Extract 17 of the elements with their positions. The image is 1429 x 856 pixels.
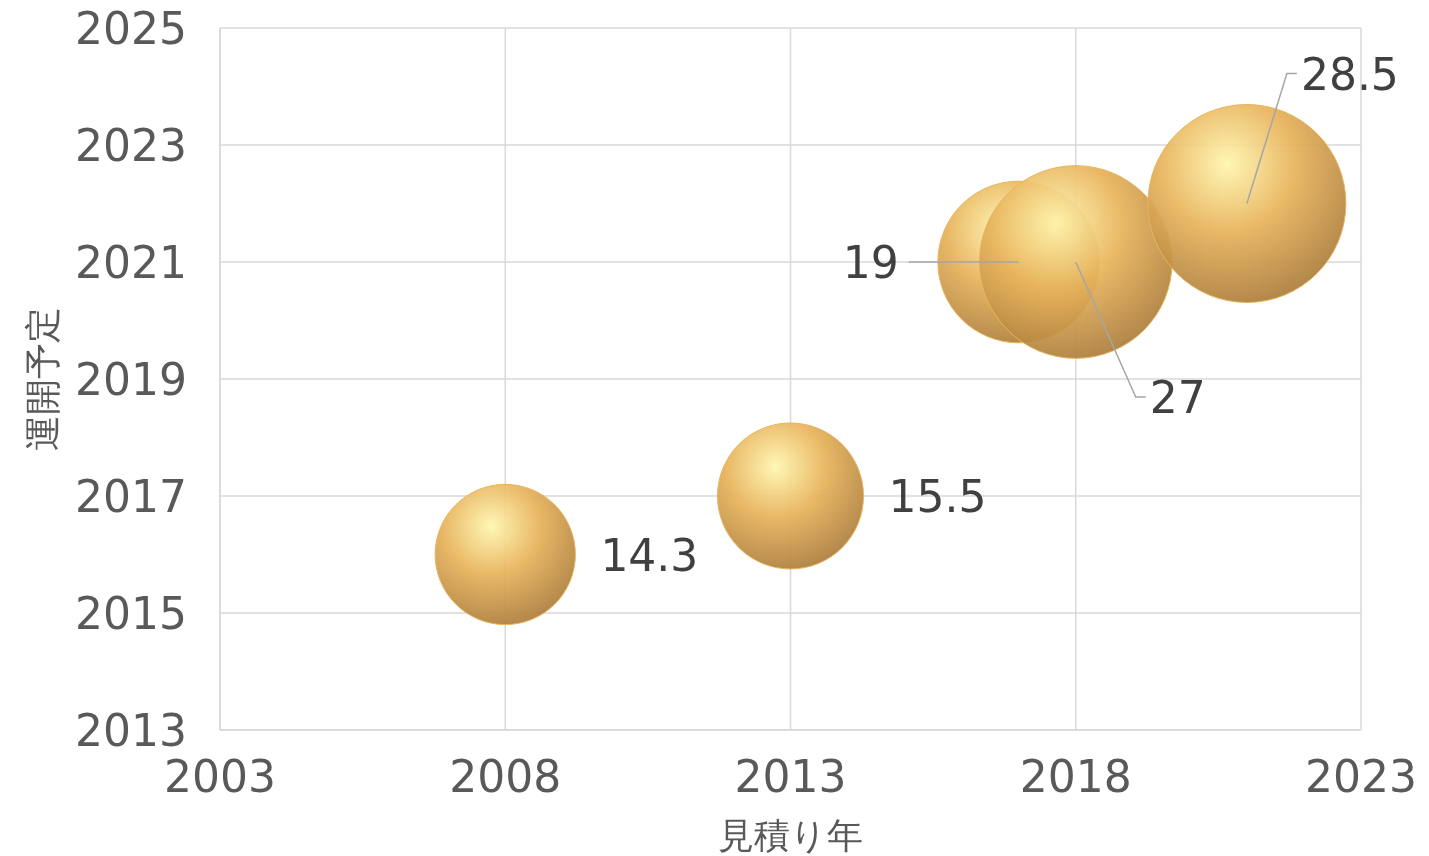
y-tick-label: 2017 <box>75 471 187 522</box>
y-tick-label: 2023 <box>75 120 187 171</box>
data-label: 27 <box>1149 372 1206 423</box>
y-tick-label: 2015 <box>75 588 187 639</box>
y-tick-label: 2019 <box>75 354 187 405</box>
x-tick-label: 2013 <box>734 751 847 802</box>
y-tick-label: 2025 <box>75 3 187 54</box>
x-tick-label: 2018 <box>1019 751 1132 802</box>
x-axis-title: 見積り年 <box>718 815 863 856</box>
x-tick-label: 2008 <box>449 751 562 802</box>
data-label: 14.3 <box>600 529 699 581</box>
x-tick-label: 2023 <box>1305 751 1417 802</box>
data-label: 19 <box>842 237 899 288</box>
y-tick-label: 2021 <box>75 237 187 288</box>
data-label: 15.5 <box>888 471 987 522</box>
y-axis-title: 運開予定 <box>22 307 63 451</box>
data-label: 28.5 <box>1300 48 1399 100</box>
